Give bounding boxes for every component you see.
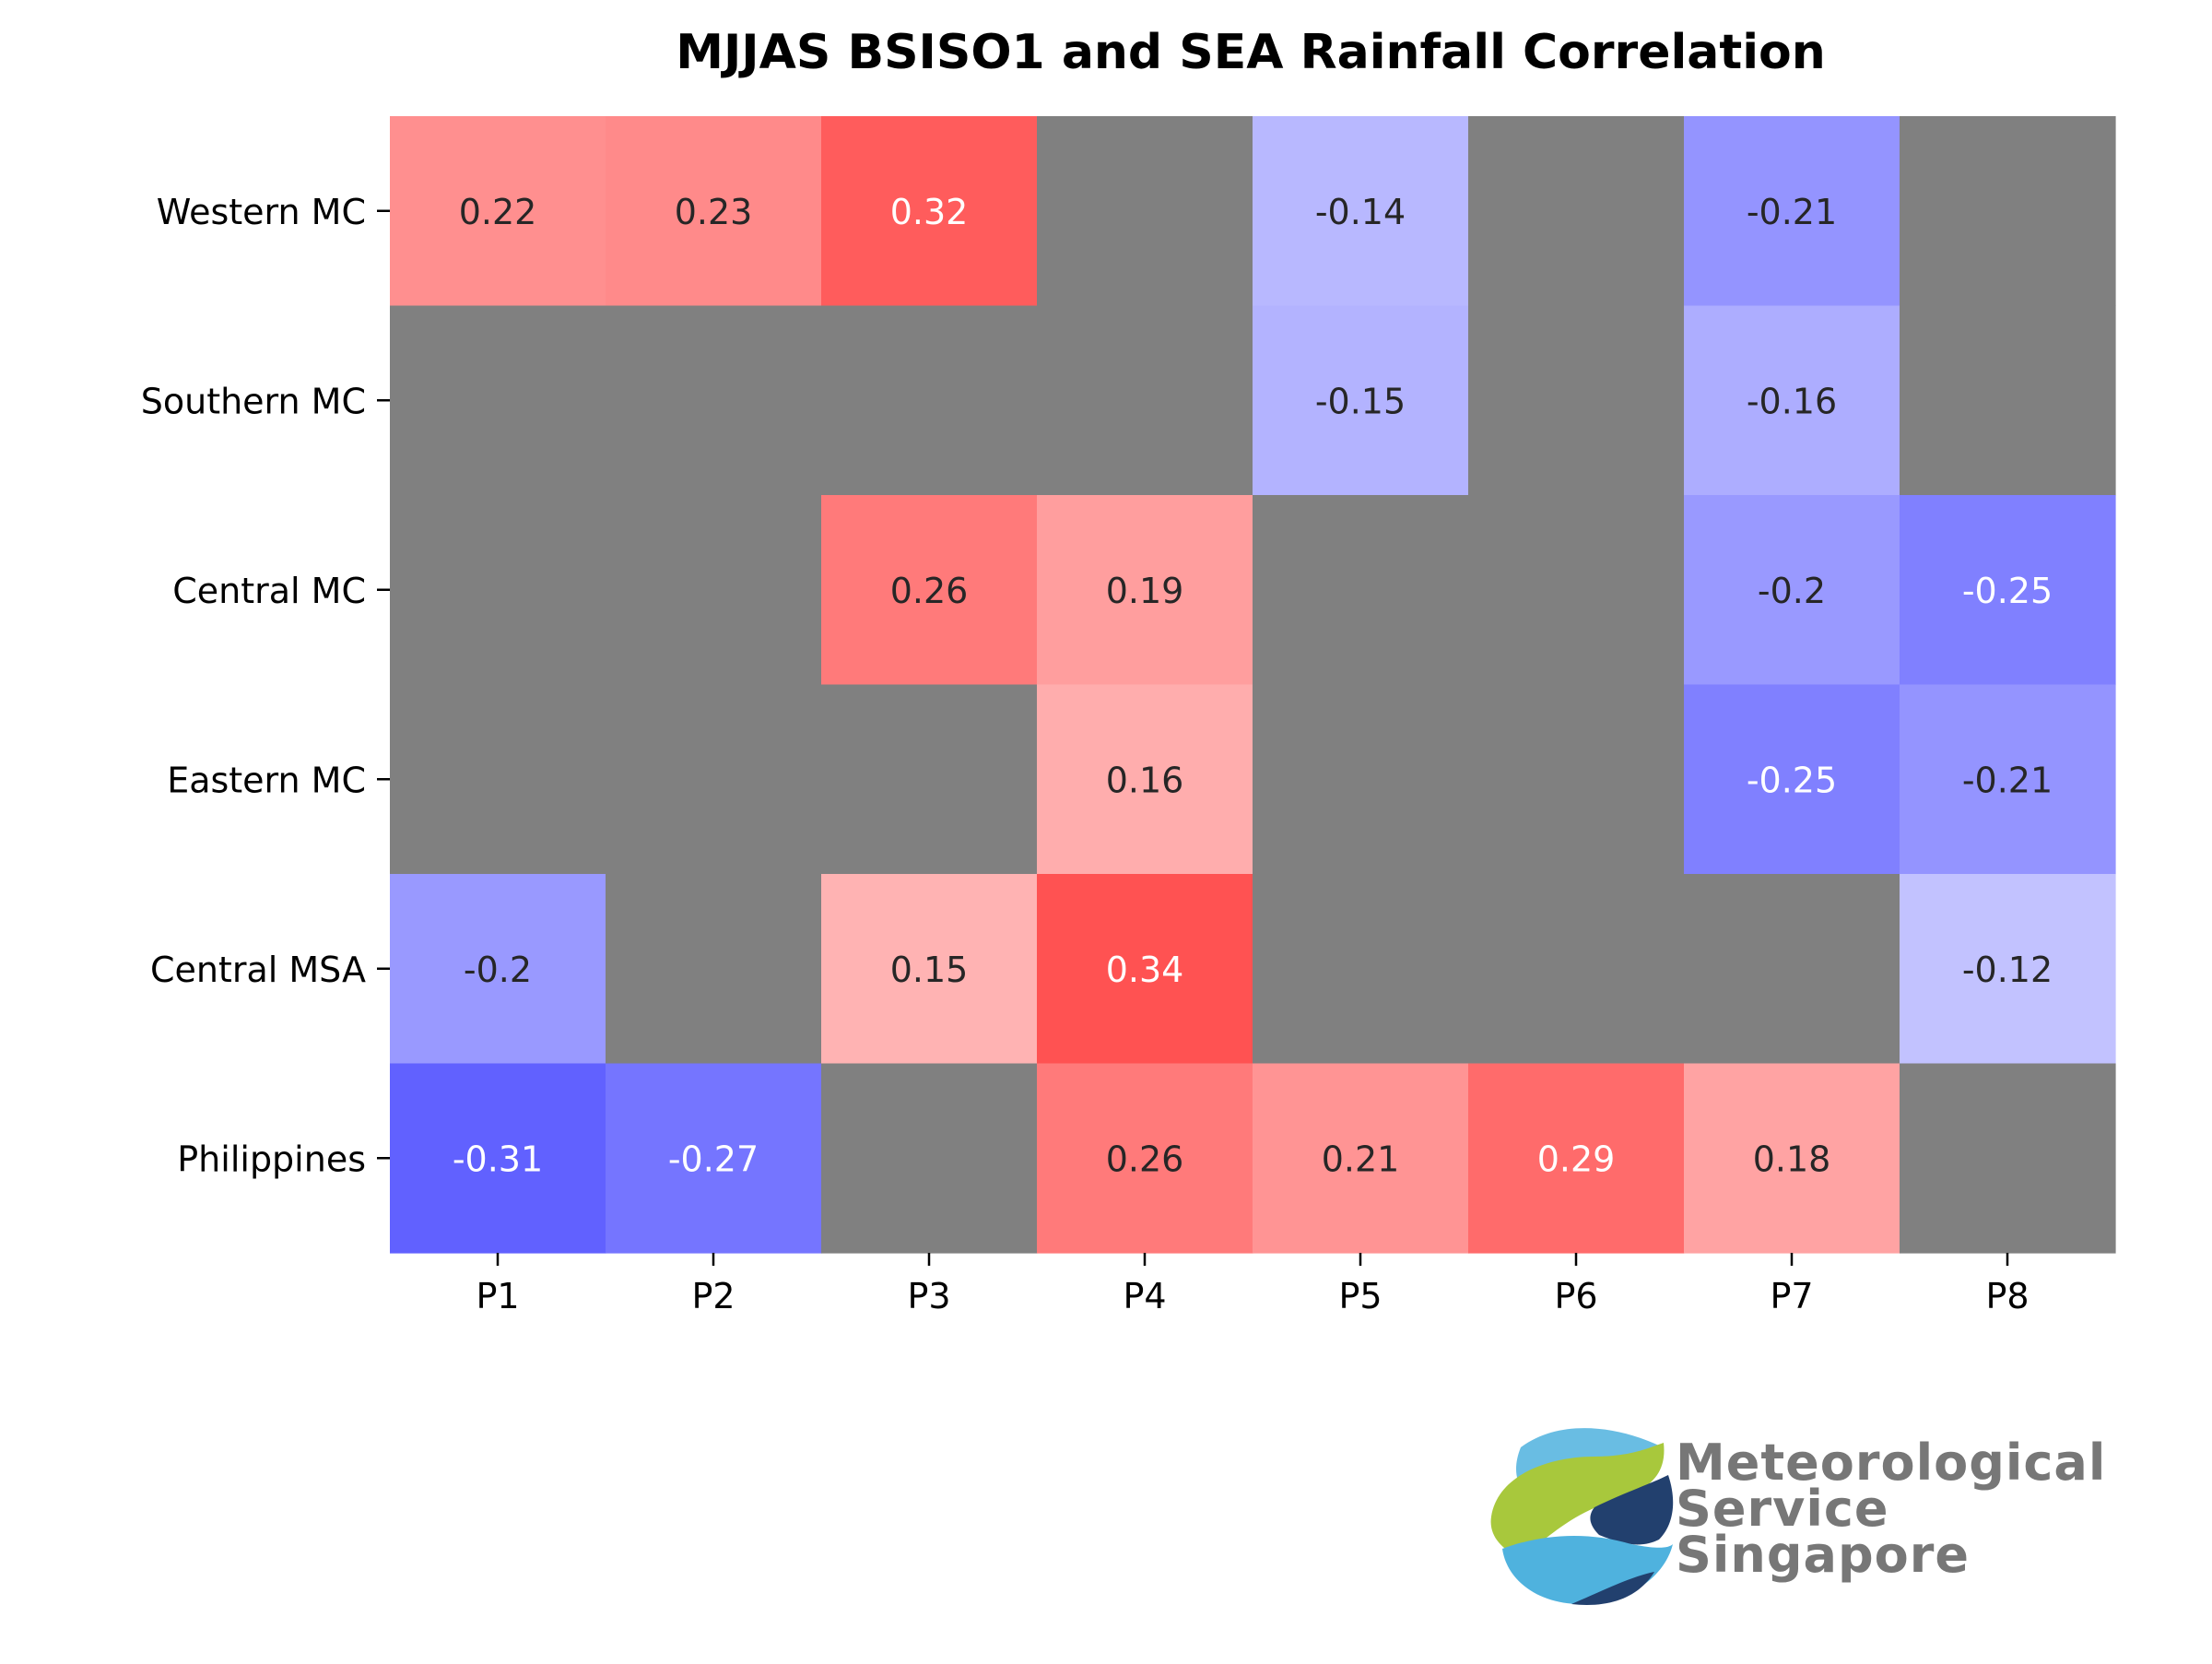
heatmap-cell-r6-c1 bbox=[390, 1063, 606, 1254]
x-tick-label-2: P2 bbox=[691, 1276, 735, 1316]
heatmap-cell-r1-c4 bbox=[1037, 116, 1253, 307]
heatmap-cell-r3-c6 bbox=[1468, 495, 1685, 686]
cell-value-label-r4-c7: -0.25 bbox=[1747, 760, 1837, 800]
heatmap-cells: 0.22 0.23 0.32 -0.14 -0.21 -0.15 -0.16 0.26 0.19… bbox=[390, 116, 2116, 1254]
cell-value-label-r6-c7: 0.18 bbox=[1753, 1139, 1831, 1179]
heatmap-cell-r4-c7 bbox=[1684, 684, 1900, 875]
heatmap-cell-r6-c2 bbox=[606, 1063, 822, 1254]
heatmap-cell-r5-c5 bbox=[1253, 874, 1469, 1065]
cell-value-label-r3-c3: 0.26 bbox=[890, 571, 969, 611]
heatmap-cell-r3-c5 bbox=[1253, 495, 1469, 686]
x-tick-label-5: P5 bbox=[1338, 1276, 1382, 1316]
heatmap-cell-r1-c2 bbox=[606, 116, 822, 307]
x-tick-label-7: P7 bbox=[1770, 1276, 1813, 1316]
heatmap-cell-r1-c7 bbox=[1684, 116, 1900, 307]
heatmap-cell-r2-c7 bbox=[1684, 305, 1900, 496]
heatmap-cell-r5-c4 bbox=[1037, 874, 1253, 1065]
heatmap-cell-r2-c2 bbox=[606, 305, 822, 496]
heatmap-cell-r2-c8 bbox=[1900, 305, 2116, 496]
heatmap-cell-r5-c6 bbox=[1468, 874, 1685, 1065]
cell-value-label-r4-c4: 0.16 bbox=[1106, 760, 1184, 800]
chart-title: MJJAS BSISO1 and SEA Rainfall Correlatio… bbox=[676, 25, 1826, 80]
heatmap-cell-r6-c4 bbox=[1037, 1063, 1253, 1254]
logo-line-3: Singapore bbox=[1676, 1526, 1970, 1584]
cell-value-label-r1-c3: 0.32 bbox=[890, 192, 969, 232]
y-tick-label-2: Southern MC bbox=[141, 381, 366, 421]
cell-value-label-r3-c7: -0.2 bbox=[1758, 571, 1826, 611]
heatmap-cell-r6-c6 bbox=[1468, 1063, 1685, 1254]
cell-value-label-r6-c1: -0.31 bbox=[453, 1139, 543, 1179]
heatmap-cell-r2-c4 bbox=[1037, 305, 1253, 496]
cell-value-label-r3-c4: 0.19 bbox=[1106, 571, 1184, 611]
heatmap-cell-r1-c1 bbox=[390, 116, 606, 307]
heatmap-cell-r1-c5 bbox=[1253, 116, 1469, 307]
logo-line-1: Meteorological bbox=[1676, 1434, 2106, 1492]
x-tick-label-6: P6 bbox=[1554, 1276, 1597, 1316]
cell-value-label-r6-c2: -0.27 bbox=[668, 1139, 759, 1179]
logo-line-2: Service bbox=[1676, 1480, 1889, 1538]
cell-value-label-r1-c5: -0.14 bbox=[1315, 192, 1406, 232]
cell-value-label-r1-c2: 0.23 bbox=[675, 192, 753, 232]
heatmap-cell-r4-c8 bbox=[1900, 684, 2116, 875]
heatmap-cell-r1-c6 bbox=[1468, 116, 1685, 307]
x-tick-label-3: P3 bbox=[907, 1276, 950, 1316]
cell-value-label-r6-c6: 0.29 bbox=[1537, 1139, 1616, 1179]
heatmap-cell-r5-c2 bbox=[606, 874, 822, 1065]
y-tick-label-5: Central MSA bbox=[150, 950, 366, 990]
heatmap-cell-r5-c7 bbox=[1684, 874, 1900, 1065]
heatmap-cell-r5-c3 bbox=[821, 874, 1038, 1065]
cell-value-label-r1-c7: -0.21 bbox=[1747, 192, 1837, 232]
cell-value-label-r2-c7: -0.16 bbox=[1747, 381, 1837, 421]
cell-value-label-r5-c4: 0.34 bbox=[1106, 950, 1184, 990]
heatmap-cell-r4-c6 bbox=[1468, 684, 1685, 875]
cell-value-label-r6-c4: 0.26 bbox=[1106, 1139, 1184, 1179]
mss-emblem-icon bbox=[1490, 1428, 1674, 1605]
y-axis: Western MC Southern MC Central MC Eastern M… bbox=[141, 192, 390, 1179]
heatmap-cell-r3-c4 bbox=[1037, 495, 1253, 686]
heatmap-cell-r5-c8 bbox=[1900, 874, 2116, 1065]
heatmap-cell-r3-c7 bbox=[1684, 495, 1900, 686]
mss-logo: Meteorological Service Singapore bbox=[1490, 1428, 2106, 1605]
mss-wordmark: Meteorological Service Singapore bbox=[1676, 1434, 2106, 1584]
y-tick-label-4: Eastern MC bbox=[167, 760, 366, 800]
heatmap-cell-r6-c7 bbox=[1684, 1063, 1900, 1254]
heatmap-cell-r6-c3 bbox=[821, 1063, 1038, 1254]
heatmap-cell-r1-c3 bbox=[821, 116, 1038, 307]
heatmap-cell-r3-c3 bbox=[821, 495, 1038, 686]
heatmap-cell-r6-c5 bbox=[1253, 1063, 1469, 1254]
heatmap-cell-r3-c2 bbox=[606, 495, 822, 686]
heatmap-cell-r4-c1 bbox=[390, 684, 606, 875]
heatmap-cell-r3-c8 bbox=[1900, 495, 2116, 686]
heatmap-cell-r3-c1 bbox=[390, 495, 606, 686]
heatmap-cell-r5-c1 bbox=[390, 874, 606, 1065]
heatmap-cell-r4-c2 bbox=[606, 684, 822, 875]
cell-value-label-r6-c5: 0.21 bbox=[1322, 1139, 1400, 1179]
cell-value-label-r4-c8: -0.21 bbox=[1962, 760, 2053, 800]
cell-value-label-r2-c5: -0.15 bbox=[1315, 381, 1406, 421]
heatmap-cell-r4-c5 bbox=[1253, 684, 1469, 875]
cell-value-label-r5-c8: -0.12 bbox=[1962, 950, 2053, 990]
heatmap-cell-r2-c6 bbox=[1468, 305, 1685, 496]
heatmap-cell-r2-c3 bbox=[821, 305, 1038, 496]
x-tick-label-4: P4 bbox=[1123, 1276, 1166, 1316]
heatmap-cell-r2-c5 bbox=[1253, 305, 1469, 496]
y-tick-label-6: Philippines bbox=[177, 1139, 366, 1179]
heatmap-cell-r4-c4 bbox=[1037, 684, 1253, 875]
y-tick-label-3: Central MC bbox=[172, 571, 366, 611]
cell-value-label-r1-c1: 0.22 bbox=[459, 192, 537, 232]
x-axis: P1 P2 P3 P4 P5 P6 P7 P8 bbox=[476, 1253, 2030, 1316]
heatmap-cell-r6-c8 bbox=[1900, 1063, 2116, 1254]
heatmap-cell-r2-c1 bbox=[390, 305, 606, 496]
cell-value-label-r5-c3: 0.15 bbox=[890, 950, 969, 990]
x-tick-label-8: P8 bbox=[1985, 1276, 2029, 1316]
cell-value-label-r5-c1: -0.2 bbox=[464, 950, 532, 990]
cell-value-label-r3-c8: -0.25 bbox=[1962, 571, 2053, 611]
y-tick-label-1: Western MC bbox=[157, 192, 366, 232]
heatmap-cell-r1-c8 bbox=[1900, 116, 2116, 307]
heatmap-cell-r4-c3 bbox=[821, 684, 1038, 875]
x-tick-label-1: P1 bbox=[476, 1276, 519, 1316]
